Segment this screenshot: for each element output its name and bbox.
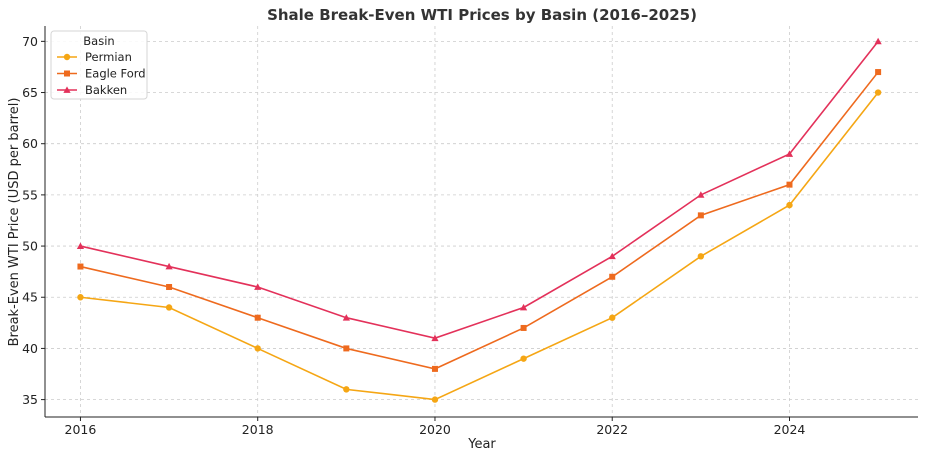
series-line-eagle-ford — [80, 71, 879, 370]
x-tick-label: 2022 — [596, 422, 628, 437]
legend-title: Basin — [83, 34, 114, 48]
data-point-eagle-ford — [77, 263, 84, 270]
axes: 2016 2018 2020 2022 2024 35 40 45 50 55 60 65 70 — [22, 26, 918, 437]
legend-item-bakken: Bakken — [57, 83, 127, 97]
legend-item-permian: Permian — [57, 50, 132, 64]
data-point-permian — [343, 386, 350, 393]
y-tick-label: 45 — [22, 290, 38, 305]
data-point-bakken — [519, 303, 528, 311]
data-point-bakken — [697, 191, 705, 198]
data-point-permian — [697, 253, 705, 260]
chart-title: Shale Break-Even WTI Prices by Basin (20… — [267, 6, 697, 24]
y-tick-label: 55 — [22, 187, 38, 202]
y-tick-label: 60 — [22, 136, 38, 151]
x-tick-label: 2016 — [65, 422, 97, 437]
data-point-permian — [786, 201, 793, 209]
y-tick-label: 70 — [22, 34, 38, 49]
data-point-permian — [520, 355, 527, 362]
data-point-permian — [874, 89, 882, 96]
data-point-permian — [165, 304, 173, 311]
legend: Basin Permian Eagle Ford Bakken — [50, 30, 148, 100]
y-axis-label: Break-Even WTI Price (USD per barrel) — [7, 98, 22, 347]
data-point-eagle-ford — [786, 181, 793, 188]
grid — [45, 26, 918, 417]
legend-swatch-marker — [64, 70, 70, 77]
legend-box — [50, 30, 148, 100]
x-tick-label: 2024 — [774, 422, 806, 437]
series-bakken — [76, 37, 882, 342]
data-point-eagle-ford — [431, 365, 438, 372]
legend-item-eagle-ford: Eagle Ford — [57, 67, 146, 81]
data-point-permian — [609, 314, 616, 321]
y-tick-label: 40 — [22, 341, 38, 356]
x-tick-label: 2020 — [419, 422, 451, 437]
legend-label: Permian — [85, 50, 132, 64]
data-point-bakken — [76, 242, 85, 249]
series-permian — [77, 89, 882, 403]
y-tick-label: 35 — [22, 392, 38, 407]
data-point-permian — [254, 345, 261, 352]
data-point-bakken — [608, 252, 616, 260]
series-line-permian — [80, 92, 879, 401]
data-point-eagle-ford — [875, 69, 882, 76]
legend-swatch-marker — [63, 86, 71, 93]
data-point-permian — [77, 294, 84, 301]
data-point-eagle-ford — [343, 345, 350, 352]
data-point-eagle-ford — [166, 284, 173, 291]
data-point-bakken — [431, 334, 439, 342]
data-point-bakken — [342, 314, 350, 321]
series-layer — [76, 37, 882, 403]
x-tick-label: 2018 — [242, 422, 274, 437]
data-point-eagle-ford — [609, 273, 616, 280]
legend-swatch-marker — [63, 53, 71, 61]
x-axis-label: Year — [467, 437, 496, 452]
data-point-bakken — [874, 37, 882, 45]
y-tick-label: 50 — [22, 239, 38, 254]
data-point-bakken — [165, 262, 173, 270]
data-point-eagle-ford — [697, 212, 704, 219]
y-tick-label: 65 — [22, 85, 38, 100]
legend-label: Bakken — [85, 83, 127, 97]
series-eagle-ford — [77, 69, 882, 372]
data-point-bakken — [254, 283, 262, 290]
data-point-permian — [431, 396, 439, 403]
data-point-eagle-ford — [254, 314, 261, 321]
series-line-bakken — [80, 40, 879, 340]
data-point-eagle-ford — [520, 324, 527, 331]
data-point-bakken — [785, 150, 794, 157]
legend-label: Eagle Ford — [85, 67, 146, 81]
